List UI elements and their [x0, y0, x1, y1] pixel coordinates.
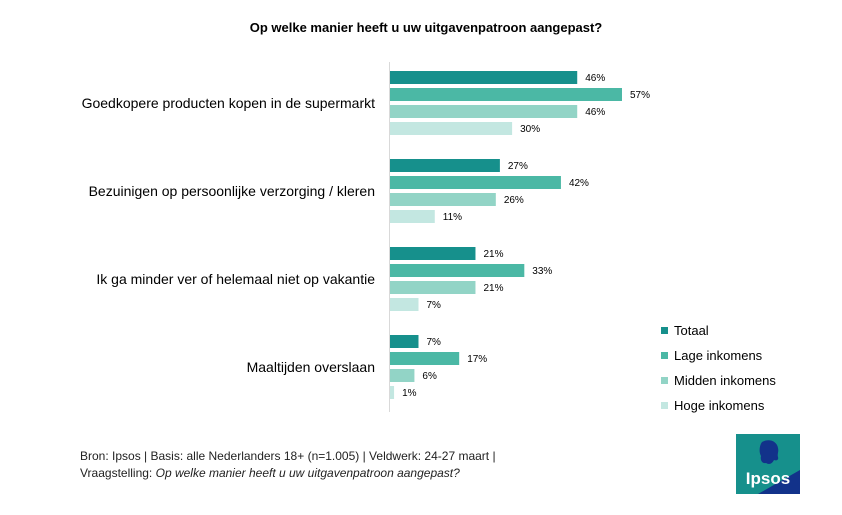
bar: [390, 264, 525, 277]
data-label: 42%: [569, 178, 589, 189]
data-label: 30%: [520, 124, 540, 135]
question-text: Op welke manier heeft u uw uitgavenpatro…: [155, 466, 460, 480]
bar: [390, 247, 476, 260]
question-prefix: Vraagstelling:: [80, 466, 156, 480]
bar: [390, 159, 500, 172]
data-label: 6%: [422, 371, 437, 382]
bar: [390, 369, 415, 382]
data-label: 46%: [585, 73, 605, 84]
legend-swatch: [661, 377, 668, 384]
chart-title: Op welke manier heeft u uw uitgavenpatro…: [249, 20, 603, 35]
data-label: 7%: [426, 337, 441, 348]
category-label: Ik ga minder ver of helemaal niet op vak…: [96, 271, 375, 287]
bar: [390, 176, 561, 189]
legend-swatch: [661, 327, 668, 334]
data-label: 26%: [504, 195, 524, 206]
bar: [390, 122, 513, 135]
category-label: Maaltijden overslaan: [247, 359, 375, 375]
bar: [390, 281, 476, 294]
legend-item-totaal: Totaal: [661, 318, 776, 343]
legend-swatch: [661, 352, 668, 359]
legend-item-midden-inkomens: Midden inkomens: [661, 368, 776, 393]
data-label: 46%: [585, 107, 605, 118]
legend-label: Totaal: [674, 323, 709, 338]
data-label: 57%: [630, 90, 650, 101]
category-label: Bezuinigen op persoonlijke verzorging / …: [89, 183, 375, 199]
logo-text: Ipsos: [745, 469, 791, 488]
bar: [390, 335, 419, 348]
category-label: Goedkopere producten kopen in de superma…: [82, 95, 376, 111]
bar: [390, 88, 622, 101]
bar: [390, 298, 419, 311]
chart-legend: Totaal Lage inkomens Midden inkomens Hog…: [661, 318, 776, 418]
bar: [390, 386, 395, 399]
ipsos-logo-mark: [736, 434, 800, 494]
bar: [390, 352, 460, 365]
source-footnote: Bron: Ipsos | Basis: alle Nederlanders 1…: [80, 448, 496, 482]
data-label: 21%: [483, 249, 503, 260]
source-line: Bron: Ipsos | Basis: alle Nederlanders 1…: [80, 449, 496, 463]
bar: [390, 71, 578, 84]
data-label: 11%: [443, 212, 462, 223]
legend-item-hoge-inkomens: Hoge inkomens: [661, 393, 776, 418]
legend-swatch: [661, 402, 668, 409]
data-label: 27%: [508, 161, 528, 172]
bar: [390, 193, 496, 206]
legend-item-lage-inkomens: Lage inkomens: [661, 343, 776, 368]
legend-label: Midden inkomens: [674, 373, 776, 388]
data-label: 7%: [426, 300, 441, 311]
question-line: Vraagstelling: Op welke manier heeft u u…: [80, 465, 496, 482]
ipsos-logo: Ipsos: [736, 434, 800, 494]
legend-label: Lage inkomens: [674, 348, 763, 363]
data-label: 1%: [402, 388, 417, 399]
bar: [390, 210, 435, 223]
data-label: 21%: [483, 283, 503, 294]
bar: [390, 105, 578, 118]
legend-label: Hoge inkomens: [674, 398, 765, 413]
data-label: 17%: [467, 354, 487, 365]
data-label: 33%: [532, 266, 552, 277]
